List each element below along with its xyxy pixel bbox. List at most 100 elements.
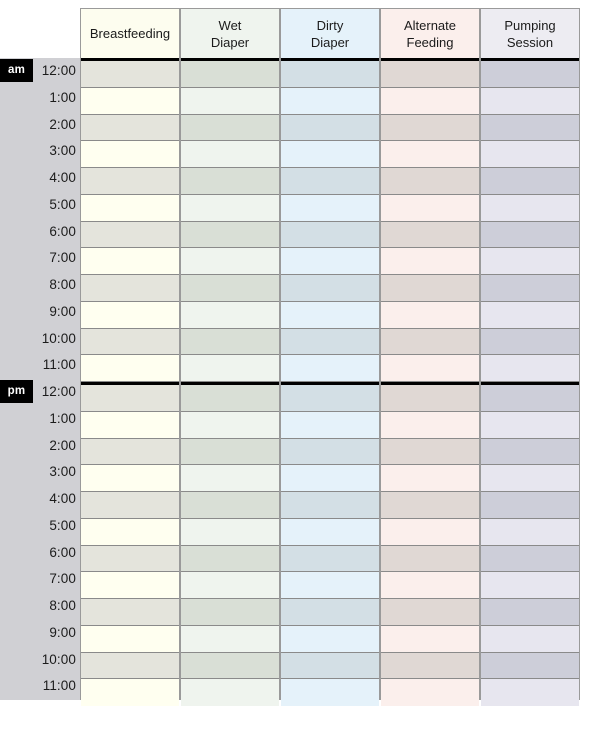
entry-cell[interactable] (81, 168, 179, 195)
entry-cell[interactable] (81, 114, 179, 142)
entry-cell[interactable] (281, 411, 379, 439)
entry-cell[interactable] (81, 411, 179, 439)
entry-cell[interactable] (481, 87, 579, 115)
entry-cell[interactable] (181, 61, 279, 88)
entry-cell[interactable] (181, 411, 279, 439)
entry-cell[interactable] (81, 141, 179, 168)
entry-cell[interactable] (481, 275, 579, 302)
entry-cell[interactable] (481, 465, 579, 492)
entry-cell[interactable] (281, 355, 379, 382)
entry-cell[interactable] (181, 572, 279, 599)
entry-cell[interactable] (81, 625, 179, 653)
entry-cell[interactable] (81, 599, 179, 626)
entry-cell[interactable] (481, 168, 579, 195)
entry-cell[interactable] (481, 438, 579, 466)
entry-cell[interactable] (181, 382, 279, 412)
entry-cell[interactable] (281, 275, 379, 302)
entry-cell[interactable] (81, 61, 179, 88)
entry-cell[interactable] (381, 492, 479, 519)
entry-cell[interactable] (181, 168, 279, 195)
entry-cell[interactable] (481, 301, 579, 329)
entry-cell[interactable] (81, 438, 179, 466)
entry-cell[interactable] (281, 518, 379, 546)
entry-cell[interactable] (481, 61, 579, 88)
entry-cell[interactable] (181, 221, 279, 249)
entry-cell[interactable] (81, 572, 179, 599)
entry-cell[interactable] (281, 141, 379, 168)
entry-cell[interactable] (81, 382, 179, 412)
entry-cell[interactable] (481, 221, 579, 249)
entry-cell[interactable] (181, 518, 279, 546)
entry-cell[interactable] (81, 328, 179, 356)
entry-cell[interactable] (81, 518, 179, 546)
entry-cell[interactable] (381, 625, 479, 653)
entry-cell[interactable] (81, 492, 179, 519)
entry-cell[interactable] (181, 141, 279, 168)
entry-cell[interactable] (181, 301, 279, 329)
entry-cell[interactable] (281, 221, 379, 249)
entry-cell[interactable] (281, 248, 379, 275)
entry-cell[interactable] (381, 87, 479, 115)
entry-cell[interactable] (181, 545, 279, 573)
entry-cell[interactable] (481, 248, 579, 275)
entry-cell[interactable] (181, 625, 279, 653)
entry-cell[interactable] (481, 492, 579, 519)
entry-cell[interactable] (381, 382, 479, 412)
entry-cell[interactable] (81, 194, 179, 222)
entry-cell[interactable] (381, 328, 479, 356)
entry-cell[interactable] (281, 168, 379, 195)
entry-cell[interactable] (281, 572, 379, 599)
entry-cell[interactable] (481, 652, 579, 680)
entry-cell[interactable] (181, 248, 279, 275)
entry-cell[interactable] (281, 652, 379, 680)
entry-cell[interactable] (381, 411, 479, 439)
entry-cell[interactable] (81, 87, 179, 115)
entry-cell[interactable] (81, 221, 179, 249)
entry-cell[interactable] (481, 114, 579, 142)
entry-cell[interactable] (181, 679, 279, 706)
entry-cell[interactable] (181, 87, 279, 115)
entry-cell[interactable] (281, 61, 379, 88)
entry-cell[interactable] (481, 382, 579, 412)
entry-cell[interactable] (381, 301, 479, 329)
entry-cell[interactable] (281, 114, 379, 142)
entry-cell[interactable] (381, 221, 479, 249)
entry-cell[interactable] (281, 625, 379, 653)
entry-cell[interactable] (81, 545, 179, 573)
entry-cell[interactable] (281, 328, 379, 356)
entry-cell[interactable] (481, 328, 579, 356)
entry-cell[interactable] (481, 545, 579, 573)
entry-cell[interactable] (181, 275, 279, 302)
entry-cell[interactable] (481, 355, 579, 382)
entry-cell[interactable] (181, 465, 279, 492)
entry-cell[interactable] (281, 301, 379, 329)
entry-cell[interactable] (81, 355, 179, 382)
entry-cell[interactable] (181, 438, 279, 466)
entry-cell[interactable] (381, 355, 479, 382)
entry-cell[interactable] (181, 355, 279, 382)
entry-cell[interactable] (81, 301, 179, 329)
entry-cell[interactable] (481, 141, 579, 168)
entry-cell[interactable] (81, 275, 179, 302)
entry-cell[interactable] (481, 599, 579, 626)
entry-cell[interactable] (381, 168, 479, 195)
entry-cell[interactable] (381, 141, 479, 168)
entry-cell[interactable] (281, 545, 379, 573)
entry-cell[interactable] (81, 652, 179, 680)
entry-cell[interactable] (381, 114, 479, 142)
entry-cell[interactable] (81, 679, 179, 706)
entry-cell[interactable] (281, 438, 379, 466)
entry-cell[interactable] (81, 248, 179, 275)
entry-cell[interactable] (381, 275, 479, 302)
entry-cell[interactable] (381, 465, 479, 492)
entry-cell[interactable] (381, 572, 479, 599)
entry-cell[interactable] (481, 679, 579, 706)
entry-cell[interactable] (381, 679, 479, 706)
entry-cell[interactable] (181, 652, 279, 680)
entry-cell[interactable] (281, 87, 379, 115)
entry-cell[interactable] (381, 518, 479, 546)
entry-cell[interactable] (381, 194, 479, 222)
entry-cell[interactable] (181, 492, 279, 519)
entry-cell[interactable] (381, 438, 479, 466)
entry-cell[interactable] (281, 599, 379, 626)
